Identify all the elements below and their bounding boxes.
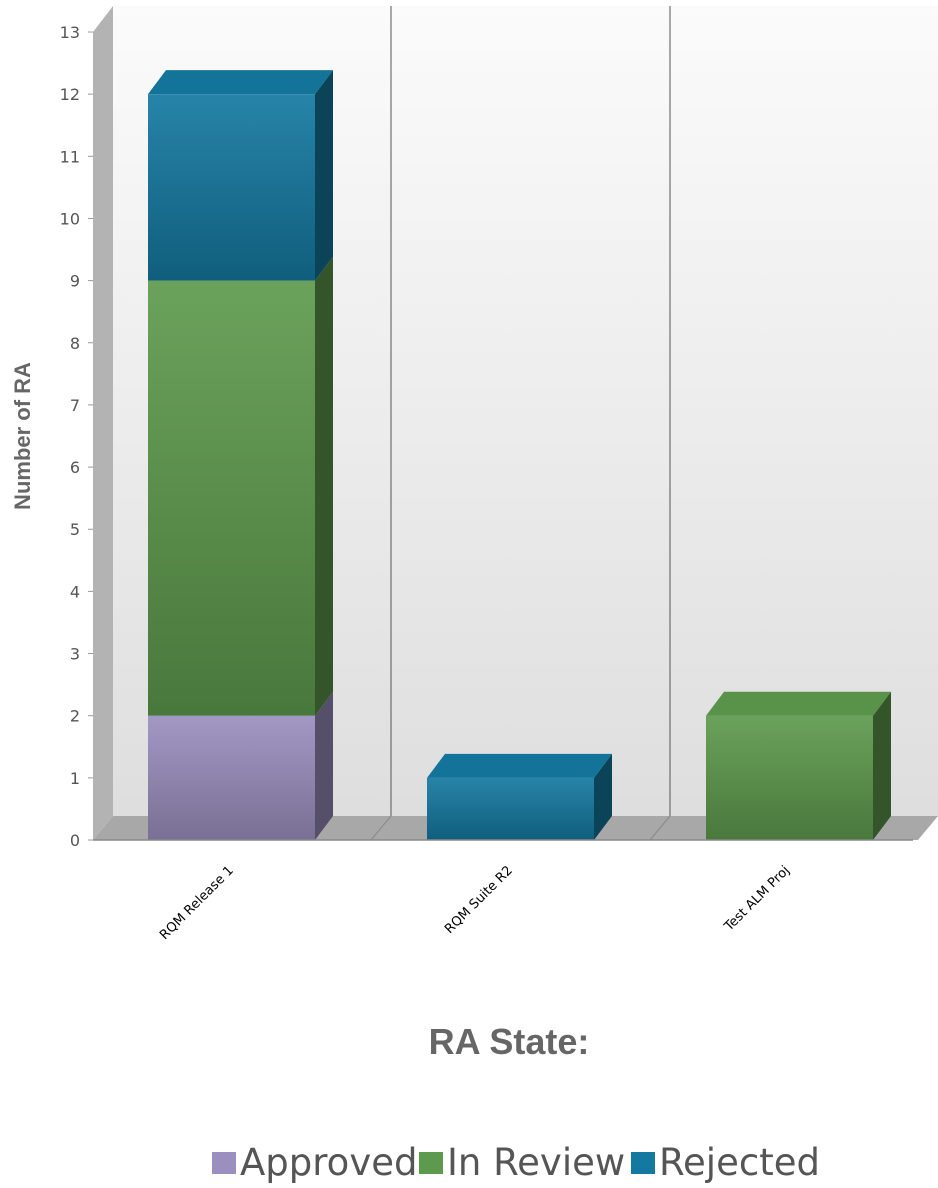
x-axis-title: RA State:	[429, 1021, 590, 1062]
bar-top-face	[427, 753, 612, 778]
bar-top-face	[706, 691, 891, 716]
floor-separator-line	[370, 815, 392, 841]
bar-segment	[427, 777, 594, 840]
bar-stack	[427, 753, 612, 840]
bar-top-face	[148, 70, 333, 95]
bar-segment-side	[315, 691, 333, 840]
legend-item: Approved	[212, 1141, 417, 1184]
x-category-label: RQM Release 1	[157, 863, 237, 943]
y-tick-label: 11	[60, 147, 80, 166]
x-axis-category-labels: RQM Release 1 RQM Suite R2 Test ALM Proj	[157, 863, 793, 943]
y-tick-label: 3	[70, 645, 80, 664]
y-tick-label: 2	[70, 707, 80, 726]
y-tick-label: 13	[60, 23, 80, 42]
legend-swatch	[419, 1152, 443, 1174]
bar-segment-side	[873, 691, 891, 840]
bar-segment-side	[315, 256, 333, 716]
y-tick-label: 1	[70, 769, 80, 788]
bar-stack	[706, 691, 891, 840]
y-tick-label: 12	[60, 85, 80, 104]
y-tick-label: 5	[70, 520, 80, 539]
y-axis-title: Number of RA	[10, 362, 35, 510]
legend-item: In Review	[419, 1141, 625, 1184]
bar-stacks	[148, 70, 891, 840]
y-tick-label: 8	[70, 334, 80, 353]
legend-swatch	[212, 1152, 236, 1174]
y-tick-label: 4	[70, 582, 80, 601]
legend-label: Rejected	[659, 1141, 820, 1184]
y-tick-label: 7	[70, 396, 80, 415]
bar-stack	[148, 70, 333, 840]
bar-segment	[148, 94, 315, 281]
y-tick-label: 9	[70, 272, 80, 291]
legend-label: Approved	[240, 1141, 417, 1184]
legend: Approved In Review Rejected	[212, 1141, 820, 1184]
x-category-label: RQM Suite R2	[442, 863, 516, 937]
category-separators	[370, 6, 671, 841]
x-category-label: Test ALM Proj	[721, 863, 793, 935]
bar-segment	[148, 715, 315, 840]
legend-swatch	[631, 1152, 655, 1174]
floor-separator-line	[649, 815, 671, 841]
y-tick-label: 10	[60, 209, 80, 228]
bar-segment-side	[594, 753, 612, 840]
bar-segment	[148, 280, 315, 716]
legend-item: Rejected	[631, 1141, 820, 1184]
legend-label: In Review	[447, 1141, 625, 1184]
y-tick-label: 6	[70, 458, 80, 477]
bar-segment-side	[315, 70, 333, 281]
y-tick-label: 0	[70, 831, 80, 850]
bar-segment	[706, 715, 873, 840]
plot-left-wall	[93, 6, 113, 840]
